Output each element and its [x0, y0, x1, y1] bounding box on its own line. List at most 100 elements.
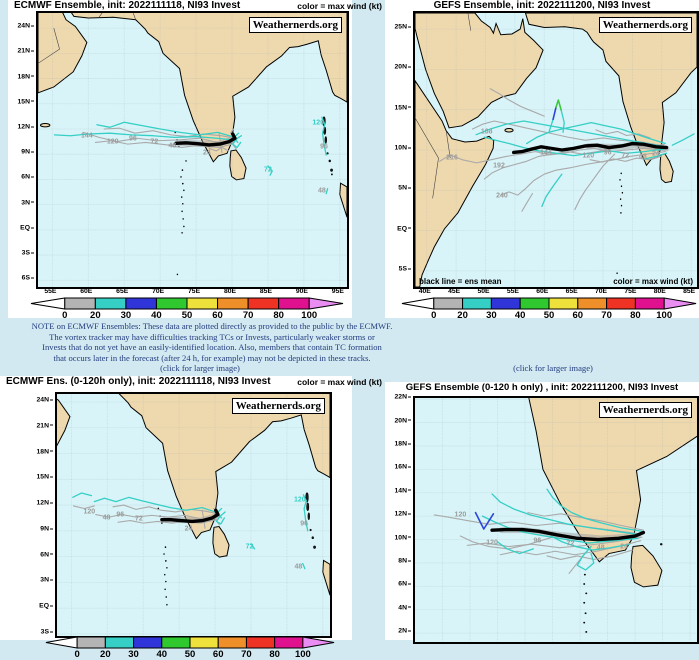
color-legend-note: color = max wind (kt) [297, 1, 382, 11]
ensemble-tracks [55, 117, 328, 193]
panel-title: GEFS Ensemble, init: 2022111200, NI93 In… [433, 0, 651, 11]
color-legend-note: color = max wind (kt) [613, 277, 693, 286]
colorbar-value-label: 0 [62, 310, 68, 321]
lat-tick-label: 5S [399, 265, 411, 272]
lat-tick-label: 3S [22, 250, 34, 257]
colorbar-value-label: 80 [269, 649, 280, 660]
colorbar-value-label: 100 [301, 310, 318, 321]
lat-tick-label: 12N [395, 511, 411, 518]
panel-ecmwf-ensemble: ECMWF Ensemble, init: 2022111118, NI93 I… [8, 0, 382, 321]
lon-tick-label: 90E [295, 288, 308, 295]
panel-ecmwf-120h: ECMWF Ens. (0-120h only), init: 20221111… [0, 376, 382, 660]
colorbar-value-label: 30 [120, 310, 132, 321]
lat-tick-label: 24N [18, 23, 34, 30]
lon-axis: 55E 60E 65E 70E 75E 80E 85E 90E 95E [36, 287, 345, 297]
lat-tick-label: EQ [39, 603, 53, 610]
colorbar-value-label: 100 [294, 649, 311, 660]
lon-tick-label: 65E [116, 288, 129, 295]
colorbar-value-label: 40 [156, 649, 168, 660]
lat-tick-label: 16N [395, 464, 411, 471]
lon-tick-label: 45E [448, 288, 461, 295]
lat-tick-label: 25N [395, 24, 411, 31]
wind-colorbar: 0 20 30 40 50 60 70 80 100 [401, 297, 697, 321]
colorbar-value-label: 0 [74, 649, 80, 660]
watermark: Weathernerds.org [231, 398, 325, 414]
click-larger-link-right[interactable]: (click for larger image) [513, 363, 593, 373]
colorbar-value-label: 50 [184, 649, 196, 660]
colorbar-value-label: 40 [514, 310, 526, 321]
lat-tick-label: 14N [395, 487, 411, 494]
colorbar-value-label: 20 [100, 649, 111, 660]
lat-tick-label: 4N [398, 604, 411, 611]
ensemble-tracks [440, 89, 694, 211]
lon-tick-label: 70E [594, 288, 608, 295]
panel-gefs-120h: GEFS Ensemble (0-120 h only) , init: 202… [385, 382, 699, 644]
lat-tick-label: 6S [22, 275, 34, 282]
lat-tick-label: 24N [37, 396, 53, 403]
colorbar-value-label: 80 [630, 310, 641, 321]
lon-tick-label: 50E [477, 288, 490, 295]
colorbar-value-label: 30 [486, 310, 497, 321]
ecmwf-note: NOTE on ECMWF Ensembles: These data are … [31, 321, 393, 363]
coastlines [38, 13, 347, 275]
lat-tick-label: 20N [395, 64, 411, 71]
lat-tick-label: 8N [398, 557, 411, 564]
panel-title: ECMWF Ens. (0-120h only), init: 20221111… [6, 376, 271, 387]
lon-tick-label: 80E [653, 288, 666, 295]
colorbar-value-label: 20 [457, 310, 468, 321]
lat-axis: 22N 20N 18N 16N 14N 12N 10N 8N 6N 4N 2N [387, 394, 411, 640]
lat-tick-label: 6N [21, 174, 34, 181]
watermark: Weathernerds.org [598, 17, 692, 33]
gridlines [38, 13, 347, 287]
map-ecmwf-120h[interactable]: 120 48 96 72 24 120 96 72 48 Weathernerds.org [55, 392, 332, 638]
map-gefs-120h[interactable]: 120 120 96 72 48 24 Weathernerds.org [413, 396, 699, 644]
lon-tick-label: 85E [259, 288, 272, 295]
color-legend-note: color = max wind (kt) [297, 377, 382, 387]
lat-tick-label: 6N [40, 551, 53, 558]
lon-tick-label: 60E [80, 288, 93, 295]
colorbar-value-label: 40 [151, 310, 162, 321]
map-ecmwf-ensemble[interactable]: 144 120 96 72 48 24 120 96 72 48 Weathernerds.org [36, 11, 349, 289]
lat-tick-label: 3N [40, 577, 53, 584]
lat-tick-label: 3N [21, 199, 34, 206]
lon-tick-label: 55E [44, 288, 57, 295]
colorbar-value-label: 60 [212, 649, 224, 660]
lat-tick-label: 15N [18, 98, 34, 105]
lon-tick-label: 85E [683, 288, 696, 295]
ensemble-tracks [434, 489, 643, 573]
coastlines [528, 398, 697, 633]
colorbar-value-label: 60 [212, 310, 223, 321]
lat-tick-label: 21N [18, 48, 34, 55]
map-gefs-ensemble[interactable]: 24 48 72 96 120 144 168 192 216 240 Weathernerds.… [413, 11, 699, 289]
lat-tick-label: 18N [37, 448, 53, 455]
lat-axis: 24N 21N 18N 15N 12N 9N 6N 3N EQ 3S [29, 392, 53, 635]
lon-tick-label: 55E [506, 288, 519, 295]
lat-tick-label: 15N [395, 104, 411, 111]
lon-tick-label: 95E [331, 288, 344, 295]
colorbar-value-label: 30 [128, 649, 139, 660]
lat-tick-label: 12N [18, 123, 34, 130]
mean-line-note: black line = ens mean [419, 277, 502, 286]
coastlines [57, 394, 330, 605]
colorbar-value-label: 70 [601, 310, 612, 321]
lon-tick-label: 75E [188, 288, 201, 295]
colorbar-value-label: 80 [273, 310, 284, 321]
panel-title: ECMWF Ensemble, init: 2022111118, NI93 I… [14, 0, 241, 11]
colorbar-value-label: 60 [572, 310, 584, 321]
lat-tick-label: EQ [20, 224, 34, 231]
lat-tick-label: 5N [398, 185, 411, 192]
colorbar-value-label: 0 [431, 310, 437, 321]
panel-gefs-ensemble: GEFS Ensemble, init: 2022111200, NI93 In… [385, 0, 699, 321]
click-larger-link-left[interactable]: (click for larger image) [160, 363, 240, 373]
lon-tick-label: 60E [536, 288, 549, 295]
lat-axis: 24N 21N 18N 15N 12N 9N 6N 3N EQ 3S 6S [8, 11, 34, 285]
lon-tick-label: 40E [418, 288, 431, 295]
lon-tick-label: 70E [152, 288, 165, 295]
lat-tick-label: 10N [395, 145, 411, 152]
lat-tick-label: 18N [395, 440, 411, 447]
lat-tick-label: 9N [21, 149, 34, 156]
panel-title: GEFS Ensemble (0-120 h only) , init: 202… [405, 382, 679, 393]
lat-tick-label: 10N [395, 534, 411, 541]
colorbar-value-label: 70 [241, 649, 252, 660]
lat-tick-label: 20N [395, 417, 411, 424]
